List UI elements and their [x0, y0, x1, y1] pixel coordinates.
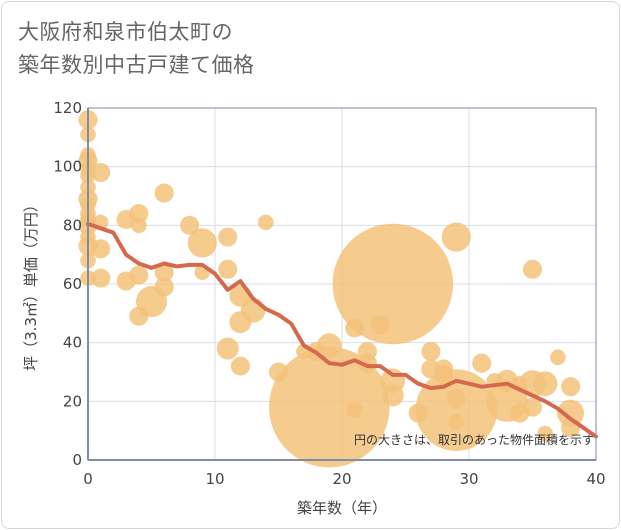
y-axis-ticks: 0 20 40 60 80 100 120 [53, 99, 82, 469]
data-point [129, 306, 149, 326]
data-point [550, 349, 566, 366]
data-point [537, 425, 553, 442]
data-point [229, 311, 252, 334]
data-point [370, 315, 390, 335]
data-point [441, 222, 471, 252]
x-tick-label: 40 [586, 470, 605, 488]
data-point [268, 362, 289, 382]
data-point [91, 239, 111, 259]
data-point [180, 215, 200, 235]
data-point [129, 204, 149, 224]
x-axis-ticks: 0 10 20 30 40 [83, 470, 605, 488]
data-point [91, 163, 111, 183]
bubble-series [78, 110, 585, 468]
data-point [522, 259, 543, 279]
x-tick-label: 30 [459, 470, 478, 488]
x-axis-label: 築年数（年） [297, 499, 387, 517]
data-point [187, 228, 217, 258]
y-tick-label: 0 [72, 451, 82, 469]
chart-title-line-1: 大阪府和泉市伯太町の [18, 20, 233, 44]
y-tick-label: 100 [53, 158, 82, 176]
x-tick-label: 10 [205, 470, 224, 488]
x-tick-label: 20 [332, 470, 351, 488]
data-point [131, 217, 147, 234]
y-axis-label: 坪（3.3㎡）単価（万円） [22, 197, 40, 371]
data-point [557, 399, 585, 427]
data-point [216, 337, 239, 360]
data-point [561, 377, 581, 397]
chart-title: 大阪府和泉市伯太町の 築年数別中古戸建て価格 [18, 16, 538, 82]
data-point [346, 402, 363, 418]
data-point [154, 262, 174, 282]
data-point [258, 214, 274, 231]
y-tick-label: 20 [63, 392, 82, 410]
y-tick-label: 80 [63, 216, 82, 234]
data-point [154, 277, 174, 297]
trend-line [86, 221, 598, 439]
data-point [269, 346, 390, 468]
size-annotation: 円の大きさは、取引のあった物件面積を示す [354, 432, 594, 447]
y-tick-label: 40 [63, 334, 82, 352]
data-point [446, 388, 466, 408]
data-point [91, 268, 111, 288]
data-point [332, 223, 454, 345]
y-tick-label: 60 [63, 275, 82, 293]
data-point [522, 397, 543, 417]
data-point [154, 183, 174, 203]
x-tick-label: 0 [83, 470, 93, 488]
data-point [129, 265, 149, 285]
data-point [434, 365, 454, 385]
data-point [230, 356, 250, 376]
plot-frame [87, 107, 597, 461]
data-point [408, 403, 428, 423]
data-point [421, 341, 441, 361]
data-point [532, 371, 558, 397]
y-tick-label: 120 [53, 99, 82, 117]
data-point [218, 259, 238, 279]
data-point [381, 384, 404, 407]
data-point [472, 353, 492, 373]
data-point [345, 318, 365, 338]
data-point [448, 414, 465, 430]
data-point [218, 227, 238, 247]
chart-title-line-2: 築年数別中古戸建て価格 [18, 53, 255, 77]
data-point [415, 369, 498, 451]
